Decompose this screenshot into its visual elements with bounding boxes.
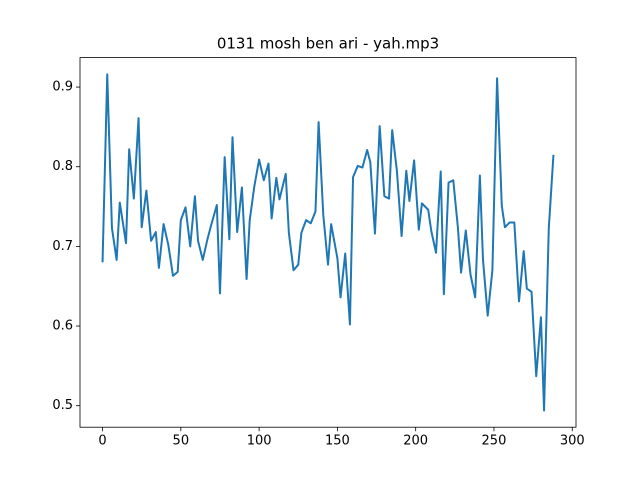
x-tick-label: 150: [325, 434, 350, 449]
y-tick-label: 0.8: [52, 159, 73, 174]
x-tick-label: 100: [247, 434, 272, 449]
line: [101, 73, 555, 412]
x-tick-label: 200: [403, 434, 428, 449]
x-tick-label: 250: [482, 434, 507, 449]
y-tick-label: 0.5: [52, 398, 73, 413]
y-tick-label: 0.7: [52, 239, 73, 254]
chart-title: 0131 mosh ben ari - yah.mp3: [217, 35, 439, 53]
x-tick-label: 0: [98, 434, 106, 449]
y-tick-label: 0.9: [52, 80, 73, 95]
x-tick-label: 50: [173, 434, 190, 449]
x-tick-label: 300: [560, 434, 585, 449]
axes-frame: [79, 57, 577, 428]
y-tick-label: 0.6: [52, 319, 73, 334]
